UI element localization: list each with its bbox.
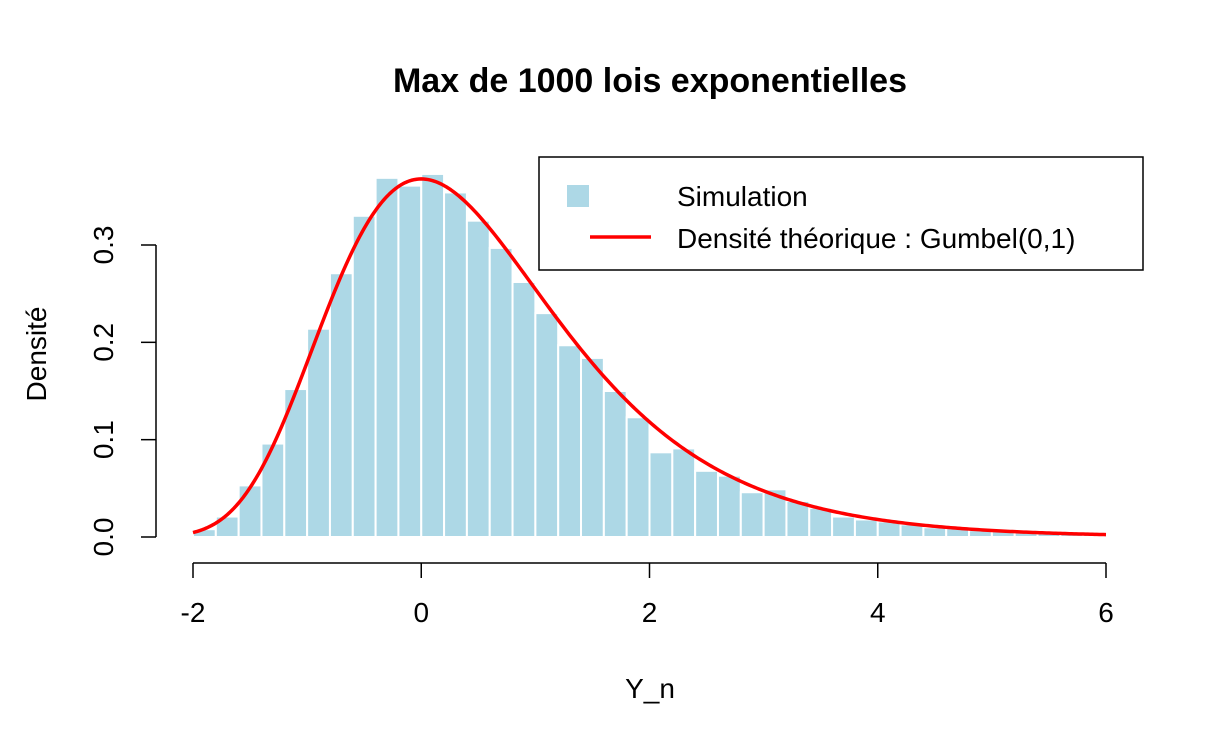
histogram-bar <box>374 176 400 538</box>
histogram-bar <box>671 447 697 538</box>
chart-title: Max de 1000 lois exponentielles <box>393 62 907 100</box>
x-tick-label: 6 <box>1098 597 1114 628</box>
histogram-bar <box>351 214 377 539</box>
histogram-bar <box>580 356 605 539</box>
y-tick-label: 0.0 <box>88 518 119 557</box>
histogram-bar <box>328 272 354 538</box>
legend-swatch-simulation <box>567 185 589 207</box>
legend-label-simulation: Simulation <box>677 181 808 212</box>
histogram-bar <box>648 451 674 539</box>
y-axis-title: Densité <box>21 307 52 402</box>
histogram-bar <box>625 416 651 538</box>
y-tick-label: 0.3 <box>88 226 119 265</box>
histogram-bars <box>192 172 1108 539</box>
legend-label-density: Densité théorique : Gumbel(0,1) <box>677 223 1075 254</box>
y-tick-label: 0.2 <box>88 323 119 362</box>
histogram-bar <box>694 469 719 538</box>
histogram-bar <box>465 219 491 539</box>
histogram-bar <box>420 172 446 539</box>
density-curve <box>192 177 1107 537</box>
x-tick-label: 2 <box>642 597 658 628</box>
x-tick-label: -2 <box>181 597 206 628</box>
histogram-bar <box>260 442 286 538</box>
density-curve-layer <box>192 177 1107 537</box>
histogram-bar <box>557 344 583 538</box>
x-tick-label: 4 <box>870 597 886 628</box>
y-axis: 0.0 0.1 0.2 0.3 <box>88 226 157 557</box>
histogram-bar <box>511 280 537 538</box>
histogram-bar <box>397 184 423 538</box>
histogram-bar <box>488 246 514 538</box>
histogram-bar <box>853 518 879 538</box>
legend: Simulation Densité théorique : Gumbel(0,… <box>538 156 1144 271</box>
histogram-bar <box>602 390 628 538</box>
histogram-bar <box>534 312 560 538</box>
x-tick-label: 0 <box>413 597 429 628</box>
x-axis: -2 0 2 4 6 <box>181 562 1114 628</box>
histogram-bar <box>716 474 742 538</box>
y-tick-label: 0.1 <box>88 420 119 459</box>
histogram-bar <box>443 191 468 538</box>
legend-box <box>538 156 1144 271</box>
histogram-bar <box>831 515 856 538</box>
x-axis-title: Y_n <box>625 673 675 704</box>
histogram-bar <box>237 484 263 538</box>
histogram-bar <box>306 327 331 538</box>
histogram-bar <box>739 491 765 538</box>
histogram-bar <box>808 506 834 538</box>
